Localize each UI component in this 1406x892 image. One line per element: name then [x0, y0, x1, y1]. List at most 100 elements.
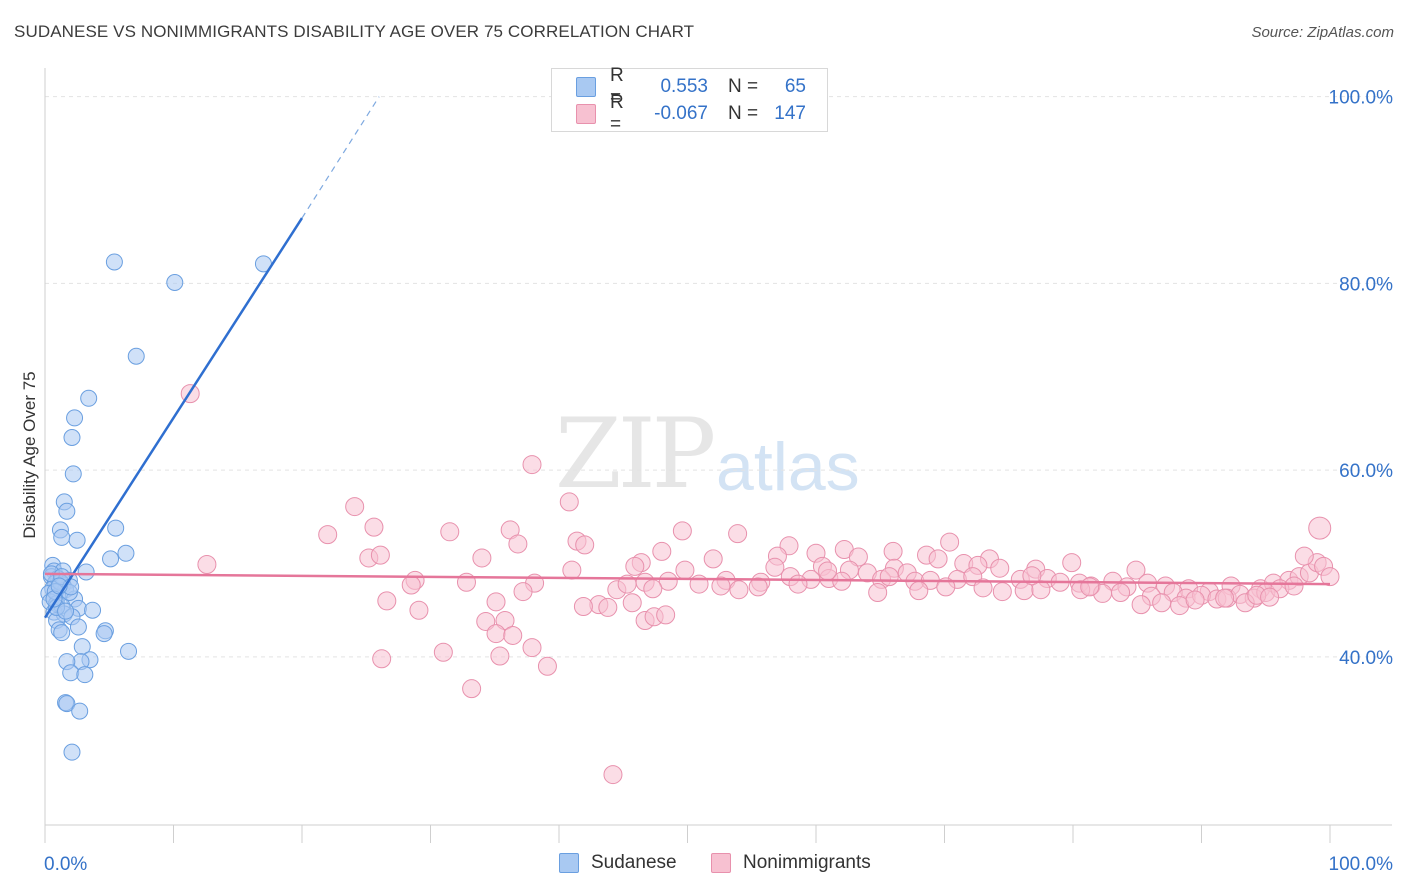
sudanese-point	[102, 550, 120, 568]
nonimmigrants-point	[1185, 590, 1205, 610]
nonimmigrants-point	[503, 625, 523, 645]
sudanese-point	[120, 642, 138, 660]
legend-item-sudanese[interactable]: Sudanese	[559, 852, 677, 874]
nonimmigrants-point	[364, 517, 384, 537]
sudanese-point	[84, 601, 102, 619]
nonimmigrants-point	[522, 455, 542, 475]
nonimmigrants-point	[1131, 595, 1151, 615]
nonimmigrants-point	[440, 522, 460, 542]
sudanese-point	[57, 602, 75, 620]
legend-item-nonimmigrants[interactable]: Nonimmigrants	[711, 852, 871, 874]
nonimmigrants-point	[401, 575, 421, 595]
sudanese-point	[58, 695, 76, 713]
legend-n-value: 147	[774, 103, 806, 124]
axes	[44, 68, 1392, 843]
nonimmigrants-swatch	[576, 104, 596, 124]
nonimmigrants-point	[622, 593, 642, 613]
nonimmigrants-point	[197, 554, 217, 574]
nonimmigrants-point	[603, 765, 623, 785]
nonimmigrants-point	[1215, 588, 1235, 608]
nonimmigrants-point	[936, 577, 956, 597]
nonimmigrants-point	[573, 597, 593, 617]
nonimmigrants-point	[495, 611, 515, 631]
sudanese-point	[107, 519, 125, 537]
nonimmigrants-point	[1284, 576, 1304, 596]
nonimmigrants-point	[652, 541, 672, 561]
stats-legend: R = 0.553 N = 65 R = -0.067 N = 147	[551, 65, 828, 135]
legend-r-label: R =	[610, 65, 624, 108]
legend-row-sudanese: R = 0.553 N = 65	[576, 65, 806, 108]
nonimmigrants-point	[992, 582, 1012, 602]
legend-r-value: -0.067	[654, 103, 708, 124]
sudanese-point	[58, 502, 76, 520]
x-tick-label: 100.0%	[1329, 854, 1394, 875]
nonimmigrants-trend-line	[44, 572, 1331, 586]
sudanese-point	[71, 702, 89, 720]
grid-lines	[45, 96, 1392, 658]
sudanese-point	[63, 743, 81, 761]
series-legend: Sudanese Nonimmigrants	[0, 852, 1406, 876]
nonimmigrants-point	[748, 577, 768, 597]
legend-r-label: R =	[610, 92, 624, 135]
nonimmigrants-point	[562, 560, 582, 580]
nonimmigrants-point	[476, 611, 496, 631]
nonimmigrants-point	[1152, 593, 1172, 613]
nonimmigrants-point	[409, 600, 429, 620]
nonimmigrants-point	[883, 541, 903, 561]
nonimmigrants-point	[729, 580, 749, 600]
sudanese-trend-extension	[301, 96, 380, 219]
nonimmigrants-point	[818, 561, 838, 581]
sudanese-point	[166, 273, 184, 291]
sudanese-point	[53, 624, 71, 642]
nonimmigrants-point	[575, 535, 595, 555]
legend-label: Sudanese	[591, 852, 677, 873]
nonimmigrants-point	[372, 649, 392, 669]
nonimmigrants-point	[656, 605, 676, 625]
nonimmigrants-point	[788, 574, 808, 594]
y-tick-label: 100.0%	[1329, 88, 1394, 109]
nonimmigrants-point	[559, 492, 579, 512]
sudanese-point	[62, 664, 80, 682]
y-tick-label: 60.0%	[1339, 461, 1393, 482]
nonimmigrants-point	[625, 556, 645, 576]
nonimmigrants-point	[868, 582, 888, 602]
y-tick-label: 80.0%	[1339, 274, 1393, 295]
legend-n-label: N =	[728, 103, 759, 124]
nonimmigrants-point	[522, 638, 542, 658]
nonimmigrants-point	[598, 597, 618, 617]
nonimmigrants-point	[1294, 546, 1314, 566]
nonimmigrants-point	[928, 549, 948, 569]
nonimmigrants-point	[486, 624, 506, 644]
sudanese-trend-line	[43, 217, 304, 619]
sudanese-point	[64, 465, 82, 483]
nonimmigrants-point	[672, 521, 692, 541]
legend-label: Nonimmigrants	[743, 852, 871, 873]
nonimmigrants-point	[318, 525, 338, 545]
nonimmigrants-point	[1022, 566, 1042, 586]
watermark-atlas: atlas	[716, 429, 860, 505]
nonimmigrants-point	[711, 576, 731, 596]
sudanese-point	[53, 528, 71, 546]
sudanese-point	[95, 625, 113, 643]
nonimmigrants-legend-swatch	[711, 853, 731, 873]
nonimmigrants-point	[377, 591, 397, 611]
nonimmigrants-point	[1126, 560, 1146, 580]
nonimmigrants-point	[643, 579, 663, 599]
sudanese-legend-swatch	[559, 853, 579, 873]
watermark-zip: ZIP	[555, 398, 716, 510]
sudanese-point	[77, 563, 95, 581]
sudanese-point	[117, 544, 135, 562]
x-tick-label: 0.0%	[44, 854, 87, 875]
nonimmigrants-point	[537, 656, 557, 676]
trend-lines	[43, 96, 1331, 619]
legend-r-value: 0.553	[660, 76, 708, 97]
nonimmigrants-point	[675, 560, 695, 580]
nonimmigrants-point	[1111, 582, 1131, 602]
legend-n-label: N =	[728, 76, 759, 97]
nonimmigrants-point	[486, 592, 506, 612]
nonimmigrants-point	[728, 524, 748, 544]
sudanese-point	[105, 253, 123, 271]
nonimmigrants-point	[1080, 577, 1100, 597]
legend-n-value: 65	[784, 76, 806, 97]
nonimmigrants-point	[462, 679, 482, 699]
